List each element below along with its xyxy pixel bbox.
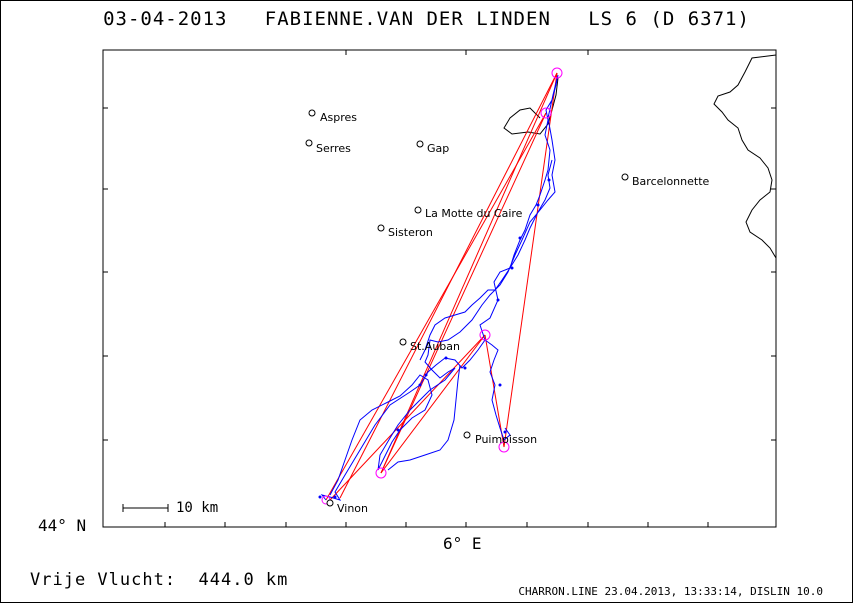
scale-bar — [122, 504, 169, 512]
longitude-label: 6° E — [443, 534, 482, 553]
task-legs — [325, 72, 558, 501]
flight-date: 03-04-2013 — [103, 8, 228, 30]
turnpoint-2 — [540, 107, 552, 119]
turnpoint-5 — [375, 467, 387, 479]
departure-track — [503, 77, 559, 135]
distance-label: Vrije Vlucht: 444.0 km — [30, 570, 289, 590]
scale-label: 10 km — [176, 500, 219, 516]
turnpoint-3 — [479, 329, 491, 341]
pilot-name: FABIENNE.VAN DER LINDEN — [264, 8, 551, 30]
page-title: 03-04-2013 FABIENNE.VAN DER LINDEN LS 6 … — [0, 8, 853, 30]
place-label-serres: Serres — [316, 142, 351, 155]
map-border — [102, 49, 777, 528]
axis-ticks — [103, 50, 776, 527]
turnpoint-4 — [498, 441, 510, 453]
latitude-label: 44° N — [38, 516, 87, 535]
place-label-la-motte-du-caire: La Motte du Caire — [425, 207, 523, 220]
place-label-puimoisson: Puimoisson — [475, 433, 537, 446]
place-label-st-auban: St.Auban — [410, 340, 460, 353]
flight-track — [320, 74, 559, 501]
place-markers — [305, 109, 629, 507]
turnpoint-1 — [551, 67, 563, 79]
place-label-gap: Gap — [427, 142, 449, 155]
track-markers — [318, 178, 551, 499]
place-label-barcelonnette: Barcelonnette — [632, 175, 710, 188]
place-label-sisteron: Sisteron — [388, 226, 433, 239]
country-border — [713, 54, 777, 259]
credits-label: CHARRON.LINE 23.04.2013, 13:33:14, DISLI… — [518, 585, 823, 598]
place-label-aspres: Aspres — [320, 111, 357, 124]
glider-id: LS 6 (D 6371) — [588, 8, 750, 30]
place-label-vinon: Vinon — [337, 502, 368, 515]
